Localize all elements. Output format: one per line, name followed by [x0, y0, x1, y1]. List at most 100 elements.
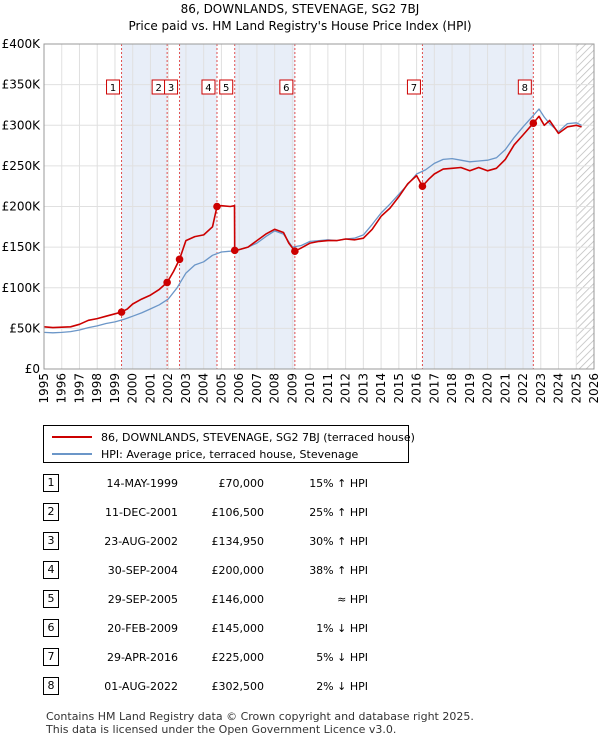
sale-hpi-diff: ≈ HPI [337, 593, 368, 606]
x-tick-label: 2025 [569, 373, 583, 404]
sale-hpi-diff: 25% ↑ HPI [309, 506, 368, 519]
legend-swatch-property [52, 436, 92, 438]
legend-label-property: 86, DOWNLANDS, STEVENAGE, SG2 7BJ (terra… [101, 430, 415, 444]
x-tick-label: 2004 [197, 373, 211, 404]
sale-label-text: 2 [155, 83, 161, 94]
y-tick-label: £250K [2, 159, 42, 173]
sale-label-text: 4 [205, 83, 211, 94]
x-tick-label: 1997 [72, 373, 86, 404]
sale-point [291, 247, 299, 255]
price-chart: 86, DOWNLANDS, STEVENAGE, SG2 7BJ Price … [2, 2, 600, 404]
sale-label-box: 2 [151, 79, 166, 95]
sale-number-badge: 3 [43, 532, 59, 550]
x-tick-label: 2023 [534, 373, 548, 404]
sale-row: 3 23-AUG-2002 £134,950 30% ↑ HPI [42, 532, 402, 552]
footer-line-licence: This data is licensed under the Open Gov… [46, 723, 397, 736]
x-tick-label: 2002 [161, 373, 175, 404]
y-tick-label: £50K [9, 321, 41, 335]
sale-label-box: 5 [219, 79, 234, 95]
x-tick-label: 2022 [516, 373, 530, 404]
sale-row: 8 01-AUG-2022 £302,500 2% ↓ HPI [42, 677, 402, 697]
sale-label-frame [201, 79, 216, 95]
sale-hpi-diff: 1% ↓ HPI [316, 622, 368, 635]
sale-label-frame [517, 79, 532, 95]
footer-attribution: Contains HM Land Registry data © Crown c… [46, 710, 474, 736]
sale-price: £146,000 [211, 593, 265, 606]
legend-item-hpi: HPI: Average price, terraced house, Stev… [52, 446, 358, 462]
x-tick-label: 2013 [356, 373, 370, 404]
sale-price: £134,950 [211, 535, 265, 548]
y-tick-label: £350K [2, 78, 42, 92]
x-tick-label: 2015 [392, 373, 406, 404]
sale-label-frame [164, 79, 179, 95]
sale-price: £70,000 [218, 477, 265, 490]
sale-label-text: 7 [411, 83, 417, 94]
x-tick-label: 2005 [214, 373, 228, 404]
sale-number-badge: 5 [43, 590, 59, 608]
x-tick-label: 2018 [445, 373, 459, 404]
sale-hpi-diff: 5% ↓ HPI [316, 651, 368, 664]
sale-point [117, 308, 126, 316]
x-tick-label: 2010 [303, 373, 317, 404]
sale-row: 4 30-SEP-2004 £200,000 38% ↑ HPI [42, 561, 402, 581]
sale-price: £200,000 [211, 564, 265, 577]
x-tick-label: 2009 [285, 373, 299, 404]
x-tick-label: 2000 [126, 373, 140, 404]
y-tick-label: £300K [2, 118, 42, 132]
sale-hpi-diff: 15% ↑ HPI [309, 477, 368, 490]
sale-date: 14-MAY-1999 [106, 477, 178, 490]
sale-row: 2 11-DEC-2001 £106,500 25% ↑ HPI [42, 503, 402, 523]
sale-date: 23-AUG-2002 [104, 535, 178, 548]
x-tick-label: 1995 [37, 373, 51, 404]
sale-label-frame [106, 79, 121, 95]
sale-price: £145,000 [211, 622, 265, 635]
sale-point [418, 182, 427, 190]
sale-label-frame [279, 79, 294, 95]
sale-number-badge: 8 [43, 677, 59, 695]
footer-line-copyright: Contains HM Land Registry data © Crown c… [46, 710, 474, 723]
sale-point [230, 246, 239, 255]
sale-number-badge: 6 [43, 619, 59, 637]
sale-row: 6 20-FEB-2009 £145,000 1% ↓ HPI [42, 619, 402, 639]
x-tick-label: 1998 [90, 373, 104, 404]
sale-point [213, 202, 221, 211]
sale-label-text: 1 [110, 83, 116, 94]
x-tick-label: 2008 [268, 373, 282, 404]
sale-label-box: 6 [279, 79, 294, 95]
chart-subtitle: Price paid vs. HM Land Registry's House … [128, 19, 471, 33]
sale-label-frame [219, 79, 234, 95]
legend-item-property: 86, DOWNLANDS, STEVENAGE, SG2 7BJ (terra… [52, 429, 415, 445]
sale-date: 11-DEC-2001 [104, 506, 178, 519]
sale-label-text: 6 [283, 83, 289, 94]
legend: 86, DOWNLANDS, STEVENAGE, SG2 7BJ (terra… [43, 425, 415, 463]
sale-date: 30-SEP-2004 [107, 564, 178, 577]
y-tick-label: £0 [25, 362, 40, 376]
x-tick-label: 2014 [374, 373, 388, 404]
sale-number-badge: 2 [43, 503, 59, 521]
sale-point [529, 119, 538, 128]
x-tick-label: 2011 [321, 373, 335, 404]
x-tick-label: 2001 [143, 373, 157, 404]
sale-label-box: 8 [517, 79, 532, 95]
sale-row: 7 29-APR-2016 £225,000 5% ↓ HPI [42, 648, 402, 668]
x-tick-label: 2003 [179, 373, 193, 404]
sale-label-frame [406, 79, 421, 95]
x-tick-label: 1996 [55, 373, 69, 404]
sale-row: 5 29-SEP-2005 £146,000 ≈ HPI [42, 590, 402, 610]
y-tick-label: £400K [2, 37, 42, 51]
plot-border [43, 43, 595, 370]
sale-number-badge: 7 [43, 648, 59, 666]
x-tick-label: 2017 [427, 373, 441, 404]
sale-label-text: 5 [223, 83, 229, 94]
y-tick-label: £200K [2, 200, 42, 214]
x-tick-label: 2006 [232, 373, 246, 404]
sale-date: 20-FEB-2009 [107, 622, 178, 635]
sale-label-box: 1 [106, 79, 121, 95]
x-tick-label: 1999 [108, 373, 122, 404]
y-tick-label: £100K [2, 281, 42, 295]
chart-title: 86, DOWNLANDS, STEVENAGE, SG2 7BJ [181, 2, 420, 16]
sale-hpi-diff: 30% ↑ HPI [309, 535, 368, 548]
sale-date: 01-AUG-2022 [104, 680, 178, 693]
sale-hpi-diff: 38% ↑ HPI [309, 564, 368, 577]
sale-label-box: 4 [201, 79, 216, 95]
